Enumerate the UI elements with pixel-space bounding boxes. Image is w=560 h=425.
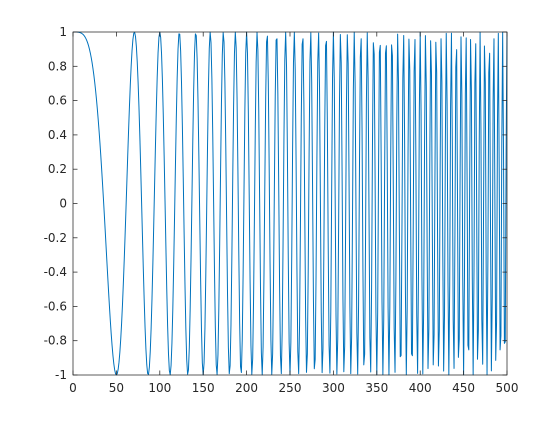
y-tick-label: 0.6 bbox=[48, 94, 67, 108]
y-tick-label: 0 bbox=[59, 197, 67, 211]
y-tick-label: -0.6 bbox=[44, 299, 67, 313]
x-tick-label: 100 bbox=[148, 381, 171, 395]
x-tick-label: 200 bbox=[235, 381, 258, 395]
x-axis: 0 50 100 150 200 250 300 350 400 450 500 bbox=[69, 32, 518, 395]
y-tick-label: 0.2 bbox=[48, 162, 67, 176]
y-tick-label: -0.2 bbox=[44, 231, 67, 245]
y-tick-label: 0.8 bbox=[48, 59, 67, 73]
x-tick-label: 350 bbox=[365, 381, 388, 395]
x-tick-label: 300 bbox=[322, 381, 345, 395]
x-tick-label: 50 bbox=[109, 381, 124, 395]
y-tick-label: -0.8 bbox=[44, 334, 67, 348]
y-tick-label: -1 bbox=[55, 368, 67, 382]
y-axis: -1 -0.8 -0.6 -0.4 -0.2 0 0.2 0.4 0.6 0.8 1 bbox=[44, 25, 507, 382]
y-tick-label: 0.4 bbox=[48, 128, 67, 142]
x-tick-label: 250 bbox=[279, 381, 302, 395]
x-tick-label: 500 bbox=[496, 381, 519, 395]
x-tick-label: 400 bbox=[409, 381, 432, 395]
y-tick-label: -0.4 bbox=[44, 265, 67, 279]
x-tick-label: 450 bbox=[452, 381, 475, 395]
x-tick-label: 0 bbox=[69, 381, 77, 395]
y-tick-label: 1 bbox=[59, 25, 67, 39]
x-tick-label: 150 bbox=[192, 381, 215, 395]
